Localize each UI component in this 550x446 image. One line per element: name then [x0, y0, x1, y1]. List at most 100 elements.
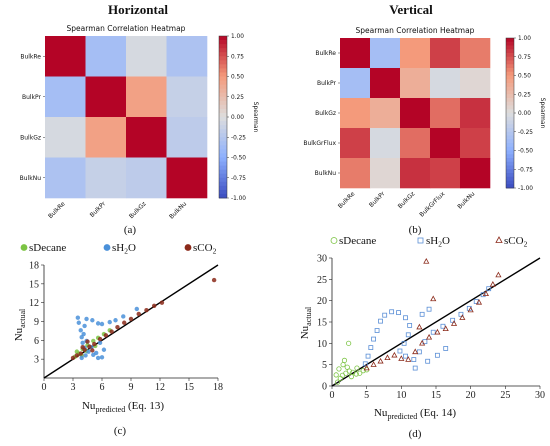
x-tick-label: 10	[396, 390, 406, 401]
point-sco2	[90, 348, 95, 353]
caption-a: (a)	[124, 224, 137, 236]
point-sh2o	[480, 292, 486, 298]
y-tick-label: 15	[317, 318, 327, 329]
point-sco2	[85, 339, 90, 344]
point-sh2o	[403, 353, 408, 359]
point-sh2o	[365, 353, 371, 359]
y-tick-label: 0	[322, 382, 327, 393]
colorbar-segment	[219, 141, 227, 146]
point-sh2o	[419, 311, 425, 317]
heatmap-cell	[370, 38, 401, 69]
x-tick-label: 12	[155, 382, 165, 393]
colorbar-segment	[219, 161, 227, 166]
colorbar-segment	[506, 83, 514, 88]
heatmap-cell	[460, 128, 491, 159]
point-sco2	[489, 281, 496, 287]
x-tick-label: 0	[330, 390, 335, 401]
colorbar-segment	[219, 129, 227, 134]
colorbar-segment	[219, 48, 227, 53]
x-axis-label: Nupredicted (Eq. 14)	[374, 407, 456, 421]
col-label: BulkNu	[168, 200, 188, 220]
colorbar-segment	[219, 185, 227, 191]
colorbar-segment	[506, 158, 514, 163]
point-sdecane	[340, 362, 346, 368]
colorbar-tick-label: -0.25	[518, 130, 533, 136]
colorbar-segment	[219, 40, 227, 45]
point-sdecane	[344, 364, 350, 370]
col-label: BulkRe	[337, 190, 357, 210]
colorbar-segment	[506, 139, 514, 144]
colorbar-segment	[219, 56, 227, 61]
point-sh2o	[450, 317, 456, 323]
colorbar-segment	[219, 72, 227, 77]
colorbar-segment	[219, 153, 227, 158]
point-sco2	[405, 356, 412, 362]
x-tick-label: 15	[431, 390, 441, 401]
point-sdecane	[74, 349, 80, 354]
heatmap-cell	[45, 117, 86, 158]
colorbar-segment	[506, 98, 514, 103]
x-tick-label: 20	[466, 390, 476, 401]
colorbar-segment	[506, 49, 514, 54]
point-sco2	[97, 336, 103, 342]
row-label: BulkPr	[317, 80, 337, 87]
heatmap-cell	[430, 128, 461, 159]
point-sdecane	[348, 374, 355, 380]
y-tick-label: 10	[317, 339, 327, 350]
colorbar-segment	[219, 165, 227, 171]
caption-c: (c)	[114, 425, 127, 437]
heatmap-cell	[45, 36, 86, 77]
row-label: BulkNu	[315, 170, 337, 177]
x-tick-label: 15	[184, 382, 194, 393]
point-sco2	[442, 325, 449, 332]
colorbar-segment	[219, 145, 227, 150]
point-sh2o	[440, 323, 446, 329]
colorbar-segment	[506, 146, 514, 151]
heatmap-cell	[45, 76, 86, 118]
heatmap-cell	[85, 117, 127, 158]
col-label: BulkGrFlux	[418, 190, 446, 218]
heatmap-cell	[460, 158, 491, 189]
point-sco2	[78, 351, 83, 356]
y-axis-label: Nuactual	[299, 306, 313, 339]
colorbar-segment	[219, 76, 227, 81]
y-tick-label: 9	[34, 317, 39, 328]
heatmap-cell	[370, 158, 401, 189]
colorbar-segment	[219, 157, 227, 162]
colorbar-segment	[506, 173, 514, 178]
point-sh2o	[101, 347, 107, 352]
point-sco2	[425, 333, 433, 340]
point-sh2o	[79, 334, 84, 340]
colorbar-segment	[506, 113, 514, 118]
colorbar-tick-label: 0.50	[518, 74, 531, 80]
point-sh2o	[362, 361, 368, 367]
heatmap-cell	[430, 68, 461, 99]
point-sh2o	[97, 340, 103, 346]
heatmap-cell	[340, 128, 371, 159]
colorbar-tick-label: 0.00	[518, 111, 531, 117]
colorbar-segment	[506, 116, 514, 121]
y-tick-label: 18	[29, 261, 39, 272]
scatter-vertical: 0 5 10 15 20 25 30 0 5 10 15 20 25 30 sDecane sH2O sCO2 N…	[299, 235, 545, 421]
point-sh2o	[121, 314, 126, 319]
colorbar-segment	[506, 165, 514, 170]
colorbar-segment	[506, 105, 514, 110]
point-sh2o	[81, 331, 86, 337]
parity-line	[331, 257, 541, 387]
point-sh2o	[407, 323, 413, 328]
colorbar-label: Spearman	[539, 98, 546, 129]
point-sh2o	[99, 321, 105, 327]
colorbar-segment	[506, 64, 514, 69]
legend-label: sH2O	[112, 242, 136, 256]
heatmap-cell	[126, 76, 167, 118]
point-sco2	[412, 348, 419, 355]
point-sco2	[87, 344, 92, 349]
colorbar-tick-label: 0.25	[231, 95, 244, 101]
heatmap-vertical: Spearman Correlation Heatmap BulkRe BulkRe…	[303, 26, 546, 219]
point-sh2o	[79, 355, 84, 361]
colorbar-segment	[219, 92, 227, 98]
colorbar-segment	[219, 121, 227, 126]
colorbar-segment	[219, 173, 227, 179]
heatmap-cell	[340, 98, 371, 129]
